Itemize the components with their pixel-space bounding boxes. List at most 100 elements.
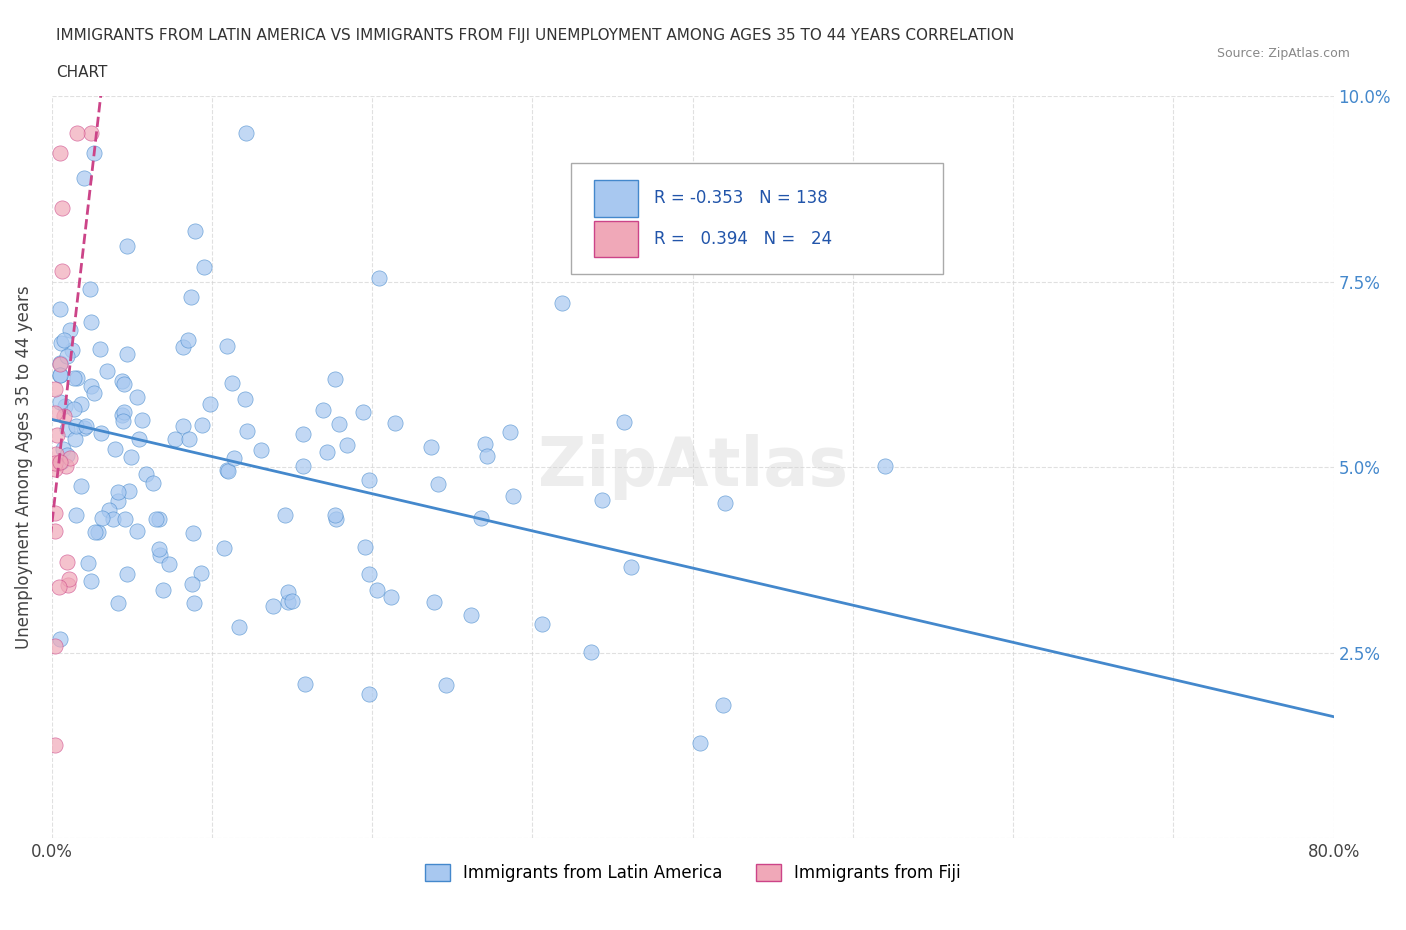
Point: [145, 512, 167, 526]
Point: [107, 485, 129, 499]
Point: [179, 432, 201, 446]
Text: Source: ZipAtlas.com: Source: ZipAtlas.com: [1216, 46, 1350, 60]
Point: [76, 555, 98, 570]
Y-axis label: Unemployment Among Ages 35 to 44 years: Unemployment Among Ages 35 to 44 years: [15, 286, 32, 649]
Point: [65, 507, 87, 522]
Point: [49, 302, 72, 317]
Point: [44, 638, 66, 653]
Point: [222, 450, 245, 465]
Text: IMMIGRANTS FROM LATIN AMERICA VS IMMIGRANTS FROM FIJI UNEMPLOYMENT AMONG AGES 35: IMMIGRANTS FROM LATIN AMERICA VS IMMIGRA…: [56, 28, 1015, 43]
Point: [198, 397, 221, 412]
Point: [277, 595, 299, 610]
Point: [80, 574, 103, 589]
Point: [44, 456, 66, 471]
Point: [90, 426, 112, 441]
Point: [281, 593, 304, 608]
Point: [711, 698, 734, 712]
Point: [125, 524, 148, 538]
Point: [181, 525, 204, 540]
Point: [49, 146, 72, 161]
Point: [460, 607, 482, 622]
Point: [49, 356, 72, 371]
Point: [619, 560, 641, 575]
Point: [193, 259, 215, 274]
Point: [56, 447, 79, 462]
Point: [55, 348, 77, 363]
Point: [215, 339, 238, 353]
Point: [714, 496, 737, 511]
Point: [551, 295, 574, 310]
Text: ZipAtlas: ZipAtlas: [537, 434, 848, 500]
Point: [352, 405, 374, 419]
Point: [315, 445, 337, 459]
Point: [53, 398, 76, 413]
Point: [419, 440, 441, 455]
Point: [875, 459, 897, 474]
Point: [368, 271, 391, 286]
Point: [530, 617, 553, 631]
Point: [110, 408, 132, 423]
Point: [49, 455, 72, 470]
Point: [80, 379, 103, 393]
FancyBboxPatch shape: [593, 221, 637, 258]
Point: [579, 644, 602, 659]
Point: [63, 402, 86, 417]
Point: [44, 524, 66, 538]
Point: [157, 556, 180, 571]
Point: [98, 503, 121, 518]
Point: [73, 420, 96, 435]
Point: [107, 596, 129, 611]
Point: [80, 314, 103, 329]
FancyBboxPatch shape: [571, 163, 942, 274]
Point: [96, 364, 118, 379]
Text: R =   0.394   N =   24: R = 0.394 N = 24: [654, 230, 832, 247]
Point: [228, 619, 250, 634]
Point: [294, 677, 316, 692]
Point: [323, 371, 346, 386]
Point: [55, 421, 77, 436]
Legend: Immigrants from Latin America, Immigrants from Fiji: Immigrants from Latin America, Immigrant…: [418, 857, 967, 889]
Point: [75, 418, 97, 433]
Point: [434, 677, 457, 692]
Point: [148, 541, 170, 556]
Point: [79, 282, 101, 297]
Point: [353, 540, 375, 555]
Point: [55, 458, 77, 473]
Point: [44, 506, 66, 521]
Point: [277, 585, 299, 600]
Point: [172, 339, 194, 354]
Point: [217, 463, 239, 478]
Point: [384, 416, 406, 431]
Text: CHART: CHART: [56, 65, 108, 80]
Point: [56, 555, 79, 570]
Point: [65, 126, 87, 141]
Point: [52, 442, 75, 457]
Point: [44, 405, 66, 420]
Point: [60, 342, 83, 357]
Point: [65, 432, 87, 447]
Point: [474, 436, 496, 451]
Point: [325, 512, 347, 526]
Point: [190, 565, 212, 580]
Point: [51, 263, 73, 278]
Point: [49, 455, 72, 470]
Point: [380, 590, 402, 604]
Point: [262, 599, 284, 614]
Point: [104, 442, 127, 457]
Point: [73, 170, 96, 185]
Point: [69, 478, 91, 493]
Point: [427, 476, 450, 491]
Point: [86, 525, 108, 539]
Point: [177, 332, 200, 347]
Point: [112, 413, 135, 428]
Point: [52, 408, 75, 423]
Point: [148, 512, 170, 526]
Point: [114, 512, 136, 526]
Point: [191, 418, 214, 433]
Point: [62, 370, 84, 385]
Point: [66, 370, 89, 385]
Point: [184, 224, 207, 239]
Point: [502, 489, 524, 504]
Point: [90, 511, 112, 525]
Point: [56, 578, 79, 592]
